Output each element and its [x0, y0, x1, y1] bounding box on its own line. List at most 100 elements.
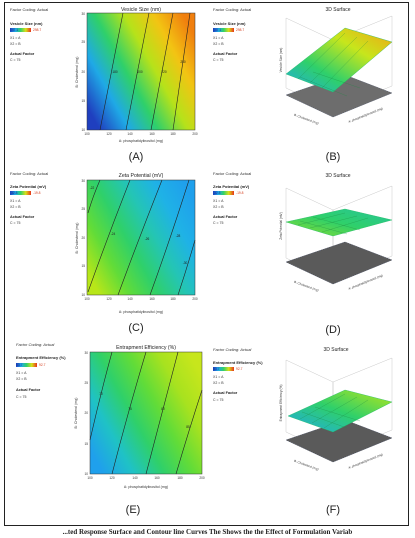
response-surface: [287, 389, 393, 433]
x2-coding: X2 = B: [10, 205, 21, 209]
y-axis-label: B: Cholesterol (mg): [75, 57, 79, 88]
contour-label: 85: [186, 425, 190, 429]
contour-line-200: [125, 12, 150, 131]
y-tick-label: 25: [81, 40, 85, 44]
legend-max-value: 92.7: [39, 363, 46, 367]
x1-coding: X1 = A: [213, 199, 224, 203]
surface-title: 3D Surface: [325, 173, 350, 179]
x-tick-label: 180: [170, 297, 176, 301]
x1-coding: X1 = A: [213, 36, 224, 40]
surface-title: 3D Surface: [323, 347, 348, 353]
x-tick-label: 180: [177, 476, 183, 480]
x2-coding: X2 = B: [16, 377, 27, 381]
y-tick-label: 30: [81, 12, 85, 16]
panel-label-e: (E): [126, 504, 141, 516]
figure-caption: ...ted Response Surface and Contour line…: [62, 528, 353, 536]
contour-plot-area: [89, 351, 203, 475]
y-axis-label: B: Cholesterol (mg): [294, 459, 320, 472]
y-tick-label: 20: [81, 236, 85, 240]
contour-panel-zeta-potential: Factor Coding: Actual Zeta Potential (mV…: [10, 171, 198, 334]
panel-label-f: (F): [326, 504, 340, 516]
response-label: Zeta Potential (mV): [213, 184, 250, 189]
legend-min-value: 147.1: [10, 28, 18, 32]
chart-title: Entrapment Efficiency (%): [116, 345, 176, 351]
contour-label: -28: [176, 234, 181, 238]
legend-min-value: 63.7: [16, 363, 23, 367]
panel-label-b: (B): [326, 151, 341, 163]
color-legend-bar: [213, 367, 234, 371]
contour-label: 250: [180, 60, 186, 64]
legend-max-value: -19.8: [33, 191, 41, 195]
x-tick-label: 200: [192, 297, 198, 301]
contour-line--26: [117, 179, 163, 296]
legend-min-value: -32.8: [10, 191, 18, 195]
panel-label-d: (D): [325, 324, 340, 336]
x2-coding: X2 = B: [213, 42, 224, 46]
x-axis-label: A: phosphatidylinositol (mg): [119, 310, 163, 314]
response-label: Entrapment Efficiency (%): [16, 355, 66, 360]
actual-factor-label: Actual Factor: [213, 52, 238, 56]
y-tick-label: 10: [81, 128, 85, 132]
legend-min-value: 147.1: [213, 28, 221, 32]
actual-factor-label: Actual Factor: [213, 391, 238, 395]
x1-coding: X1 = A: [213, 375, 224, 379]
contour-label: 70: [99, 392, 103, 396]
y-tick-label: 10: [81, 293, 85, 297]
contour-line--28: [149, 179, 190, 296]
contour-line-85: [175, 389, 203, 475]
x1-coding: X1 = A: [10, 199, 21, 203]
contour-plot-area: [86, 12, 196, 131]
contour-label: 80: [161, 407, 165, 411]
z-axis-label: Vesicle Size (nm): [279, 48, 283, 73]
z-axis-label: Zeta Potential (mV): [279, 212, 283, 239]
actual-factor-value: C = 75: [10, 221, 20, 225]
contour-label: 220: [161, 70, 167, 74]
panel-label-a: (A): [129, 151, 144, 163]
actual-factor-label: Actual Factor: [10, 52, 35, 56]
x-tick-label: 120: [109, 476, 115, 480]
contour-label: -24: [111, 232, 116, 236]
x-tick-label: 200: [192, 132, 198, 136]
y-tick-label: 15: [81, 99, 85, 103]
legend-max-value: -19.8: [236, 191, 244, 195]
surface-mesh: [297, 32, 369, 97]
x1-coding: X1 = A: [16, 371, 27, 375]
actual-factor-value: C = 75: [213, 58, 223, 62]
x-tick-label: 140: [127, 297, 133, 301]
chart-title: Zeta Potential (mV): [119, 173, 164, 179]
y-tick-label: 20: [81, 70, 85, 74]
contour-line--30: [177, 239, 196, 296]
y-tick-label: 10: [84, 472, 88, 476]
legend-min-value: 63.7: [213, 367, 220, 371]
x-tick-label: 100: [84, 297, 90, 301]
contour-label: 200: [137, 70, 143, 74]
y-tick-label: 25: [84, 381, 88, 385]
response-label: Entrapment Efficiency (%): [213, 360, 263, 365]
actual-factor-label: Actual Factor: [16, 388, 41, 392]
color-legend-bar: [213, 28, 234, 32]
contour-line-220: [150, 12, 174, 131]
surface-mesh: [299, 393, 369, 429]
factor-coding-label: Factor Coding: Actual: [10, 171, 48, 176]
actual-factor-label: Actual Factor: [10, 215, 35, 219]
x-tick-label: 160: [154, 476, 160, 480]
figure-frame: [4, 2, 409, 526]
color-legend-bar: [213, 191, 234, 195]
color-legend-bar: [10, 28, 31, 32]
x2-coding: X2 = B: [213, 381, 224, 385]
contour-panel-vesicle-size: Factor Coding: Actual Vesicle Size (nm) …: [10, 7, 198, 163]
color-legend-bar: [10, 191, 31, 195]
contour-label: -22: [90, 186, 95, 190]
x-tick-label: 120: [106, 297, 112, 301]
y-axis-label: B: Cholesterol (mg): [75, 223, 79, 254]
surface-panel-zeta-potential: Factor Coding: Actual Zeta Potential (mV…: [213, 171, 393, 336]
response-label: Vesicle Size (nm): [213, 21, 246, 26]
response-label: Zeta Potential (mV): [10, 184, 47, 189]
x2-coding: X2 = B: [213, 205, 224, 209]
x2-coding: X2 = B: [10, 42, 21, 46]
color-legend-bar: [16, 363, 37, 367]
contour-line-70: [89, 351, 113, 441]
x-axis-label: A: phosphatidylinositol (mg): [348, 452, 384, 470]
y-axis-label: B: Cholesterol (mg): [294, 113, 320, 126]
actual-factor-value: C = 75: [213, 221, 223, 225]
